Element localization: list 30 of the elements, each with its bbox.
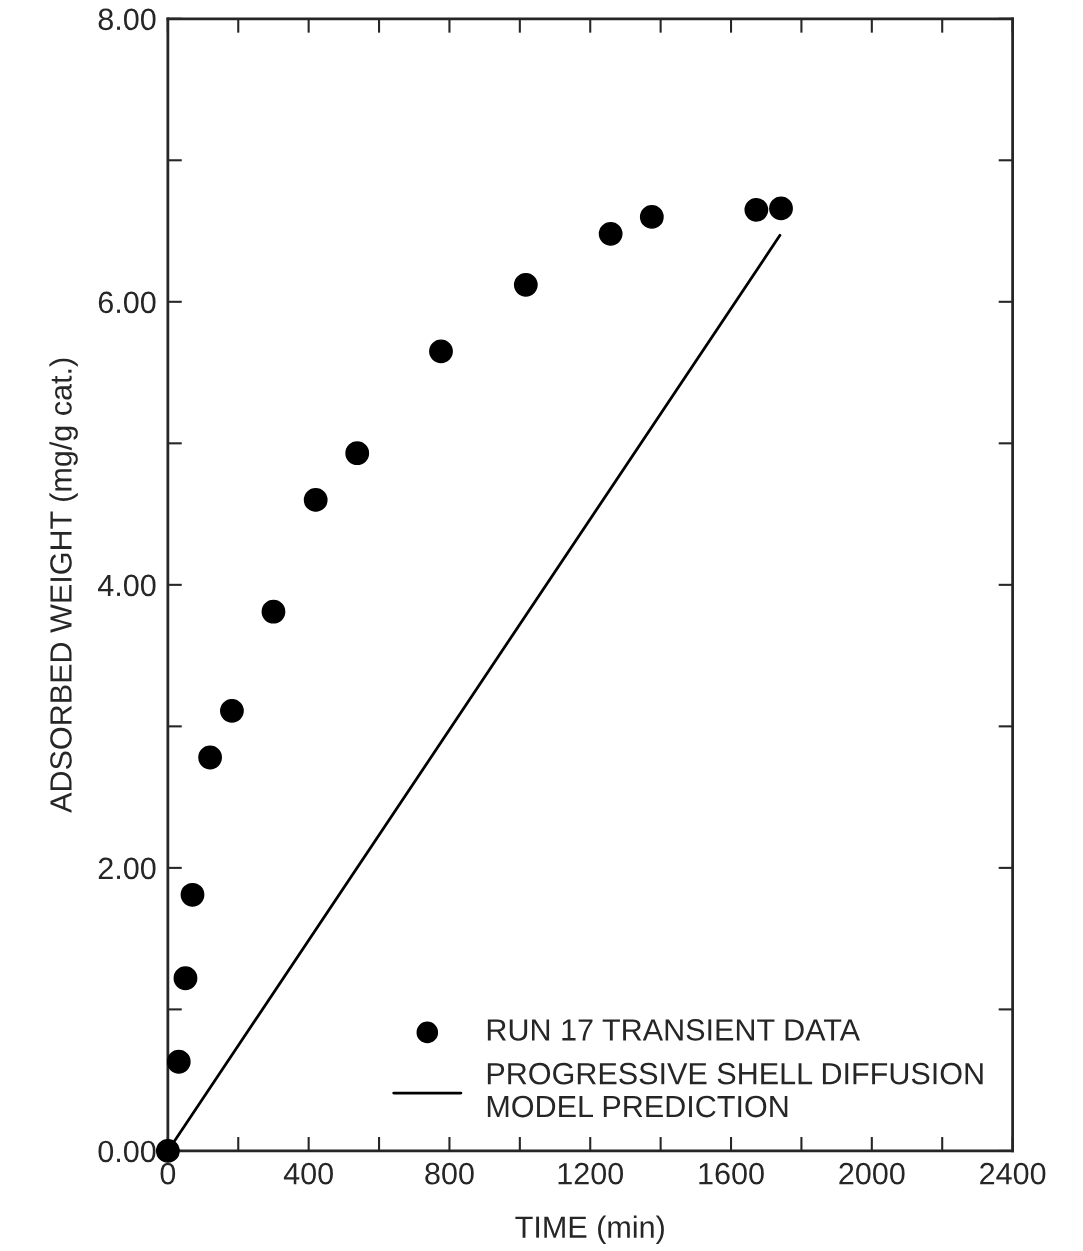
point	[769, 196, 793, 221]
point	[345, 441, 370, 466]
point	[744, 197, 769, 222]
y-tick-label: 8.00	[98, 8, 156, 31]
y-tick-label: 6.00	[98, 291, 156, 314]
legend-label: PROGRESSIVE SHELL DIFFUSION MODEL PREDICTION	[487, 1062, 983, 1118]
x-tick-label: 2400	[980, 1162, 1046, 1185]
point	[220, 698, 244, 723]
x-tick-label: 1600	[699, 1162, 764, 1185]
x-tick-label: 400	[283, 1162, 333, 1185]
legend-label: RUN 17 TRANSIENT DATA	[487, 1019, 861, 1041]
x-tick-label: 800	[425, 1162, 474, 1185]
point	[598, 221, 623, 246]
x-tick-label: 1200	[558, 1162, 624, 1185]
y-tick-label: 0.00	[98, 1140, 156, 1163]
y-tick-label: 2.00	[98, 857, 156, 880]
point	[429, 339, 453, 364]
point	[639, 204, 664, 229]
point	[513, 272, 538, 297]
point	[261, 599, 286, 624]
y-tick-label: 4.00	[97, 574, 156, 597]
point	[166, 1049, 191, 1074]
y-axis-title: ADSORBED WEIGHT (mg/g cat.)	[49, 358, 78, 813]
point	[303, 488, 328, 512]
point	[173, 966, 198, 991]
point	[180, 882, 205, 907]
x-tick-label: 2000	[839, 1162, 905, 1185]
point	[198, 745, 222, 770]
x-axis-title: TIME (min)	[515, 1215, 664, 1244]
x-tick-label: 0	[160, 1162, 176, 1185]
